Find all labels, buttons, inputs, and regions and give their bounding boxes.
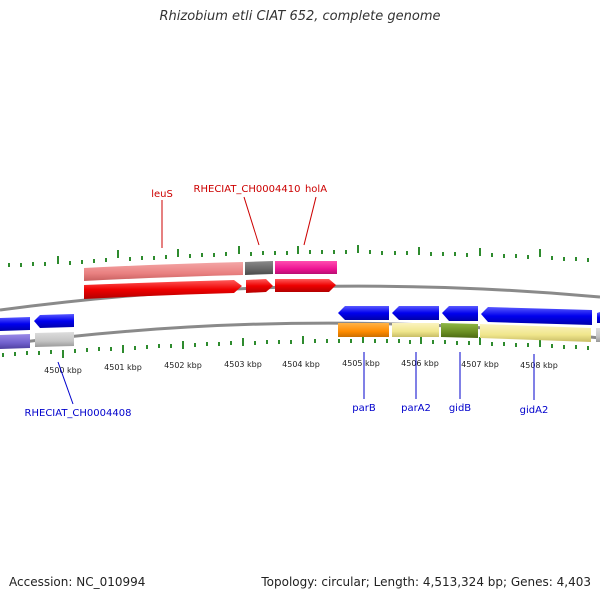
kbp-label: 4501 kbp — [104, 363, 142, 372]
gene-arrow-parB — [338, 306, 389, 320]
gene-feature-cog — [35, 332, 74, 347]
forward-gene-labels: leuS RHECIAT_CH0004410 holA — [151, 184, 327, 248]
gene-feature-cog — [275, 261, 337, 274]
minor-ticks — [8, 250, 589, 267]
gene-feature-cog — [596, 328, 600, 342]
kbp-label: 4506 kbp — [401, 359, 439, 368]
kbp-label: 4504 kbp — [282, 360, 320, 369]
reverse-cog-track — [0, 323, 600, 349]
gene-feature-cog — [338, 323, 389, 337]
kbp-scale-labels: 4500 kbp 4501 kbp 4502 kbp 4503 kbp 4504… — [44, 359, 558, 375]
gene-arrow-gidB — [442, 306, 478, 321]
leader-line — [243, 196, 260, 246]
gene-label-RHECIAT_CH0004408: RHECIAT_CH0004408 — [25, 408, 132, 419]
gene-arrow-parA2 — [392, 306, 439, 320]
gene-arrow-left-edge — [0, 317, 30, 331]
gene-arrow-gidA2 — [481, 307, 592, 325]
gene-feature-cog — [245, 261, 273, 275]
gene-label-parB: parB — [352, 403, 376, 414]
kbp-label: 4502 kbp — [164, 361, 202, 370]
gene-label-gidB: gidB — [449, 403, 471, 414]
kbp-label: 4508 kbp — [520, 361, 558, 370]
topology-summary-text: Topology: circular; Length: 4,513,324 bp… — [261, 575, 591, 589]
gene-feature-cog — [84, 262, 243, 281]
forward-gene-track — [84, 279, 336, 299]
gene-label-holA: holA — [305, 184, 327, 195]
gene-feature-cog — [480, 324, 591, 342]
gene-feature-cog — [392, 323, 439, 337]
gene-arrow-right-edge — [597, 312, 600, 323]
gene-label-gidA2: gidA2 — [520, 405, 549, 416]
gene-arrow-holA — [275, 279, 336, 292]
gene-label-leuS: leuS — [151, 189, 173, 200]
gene-arrow-RHECIAT_CH0004408 — [34, 314, 74, 328]
forward-cog-track — [84, 261, 337, 281]
gene-feature-cog — [441, 323, 478, 338]
outer-tick-ring — [8, 245, 589, 267]
reverse-gene-labels: RHECIAT_CH0004408 parB parA2 gidB gidA2 — [25, 352, 549, 419]
map-title: Rhizobium etli CIAT 652, complete genome — [159, 9, 441, 24]
leader-line — [303, 196, 317, 246]
gene-label-RHECIAT_CH0004410: RHECIAT_CH0004410 — [194, 184, 301, 195]
kbp-label: 4505 kbp — [342, 359, 380, 368]
gene-label-parA2: parA2 — [401, 403, 431, 414]
gene-arrow-leuS — [84, 280, 242, 299]
kbp-label: 4500 kbp — [44, 366, 82, 375]
accession-text: Accession: NC_010994 — [9, 575, 146, 589]
leader-line — [57, 361, 74, 405]
inner-tick-ring — [2, 335, 589, 358]
gene-feature-cog — [0, 334, 30, 349]
kbp-label: 4507 kbp — [461, 360, 499, 369]
kbp-label: 4503 kbp — [224, 360, 262, 369]
gene-arrow-RHECIAT_CH0004410 — [246, 279, 273, 293]
reverse-gene-track — [0, 306, 600, 331]
minor-ticks — [2, 339, 589, 357]
